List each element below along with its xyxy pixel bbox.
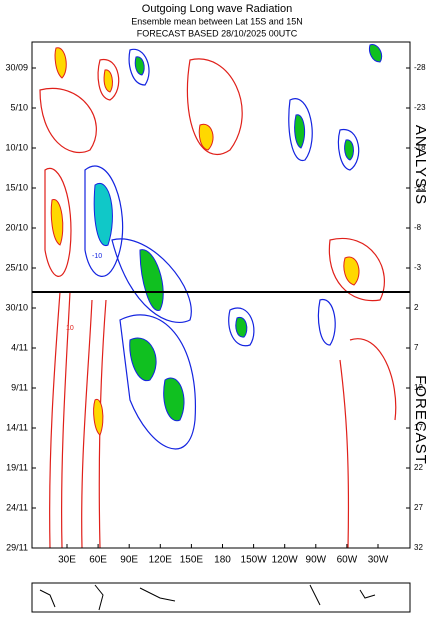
- y-tick-label: 20/10: [5, 222, 28, 232]
- x-tick-label: 60W: [337, 555, 358, 566]
- y2-tick-label: -28: [414, 63, 426, 72]
- y2-tick-label: 32: [414, 543, 423, 552]
- chart-subtitle: Ensemble mean between Lat 15S and 15N: [131, 16, 303, 26]
- contour-label: -10: [92, 253, 102, 260]
- x-tick-label: 180: [214, 555, 231, 566]
- y-tick-label: 30/09: [5, 62, 28, 72]
- y2-tick-label: 7: [414, 343, 419, 352]
- y-tick-label: 15/10: [5, 182, 28, 192]
- x-tick-label: 30E: [58, 555, 76, 566]
- contours: [39, 44, 397, 549]
- x-tick-label: 150E: [180, 555, 204, 566]
- y2-tick-label: -23: [414, 103, 426, 112]
- y-tick-label: 4/11: [11, 342, 28, 352]
- contour-label: 10: [66, 325, 74, 332]
- y2-tick-label: 2: [414, 303, 419, 312]
- y-tick-label: 19/11: [6, 462, 28, 472]
- map-strip: [31, 582, 411, 613]
- y-tick-label: 30/10: [5, 302, 28, 312]
- y-tick-label: 29/11: [6, 542, 28, 552]
- chart-title: Outgoing Long wave Radiation: [142, 3, 292, 15]
- x-tick-label: 90W: [306, 555, 327, 566]
- y2-tick-label: 27: [414, 503, 423, 512]
- y2-tick-label: 12: [414, 383, 423, 392]
- x-tick-label: 60E: [89, 555, 107, 566]
- forecast-label: FORECAST: [412, 375, 429, 465]
- plot-frame: [31, 41, 411, 549]
- x-tick-label: 150W: [241, 555, 268, 566]
- y2-tick-label: -18: [414, 143, 426, 152]
- y-tick-label: 5/10: [10, 102, 28, 112]
- y2-tick-label: -13: [414, 183, 426, 192]
- x-tick-label: 120E: [149, 555, 173, 566]
- y-tick-label: 10/10: [5, 142, 28, 152]
- forecast-note: FORECAST BASED 28/10/2025 00UTC: [137, 28, 298, 38]
- coastline: [39, 584, 376, 611]
- y-tick-label: 24/11: [6, 502, 28, 512]
- y-tick-label: 9/11: [11, 382, 28, 392]
- y-tick-label: 14/11: [6, 422, 28, 432]
- y2-tick-label: -8: [414, 223, 422, 232]
- x-tick-label: 90E: [120, 555, 138, 566]
- y2-tick-label: 17: [414, 423, 423, 432]
- y-tick-label: 25/10: [5, 262, 28, 272]
- x-tick-label: 120W: [272, 555, 299, 566]
- x-tick-label: 30W: [368, 555, 389, 566]
- analysis-label: ANALYSIS: [412, 125, 429, 205]
- y2-tick-label: 22: [414, 463, 423, 472]
- y2-tick-label: -3: [414, 263, 422, 272]
